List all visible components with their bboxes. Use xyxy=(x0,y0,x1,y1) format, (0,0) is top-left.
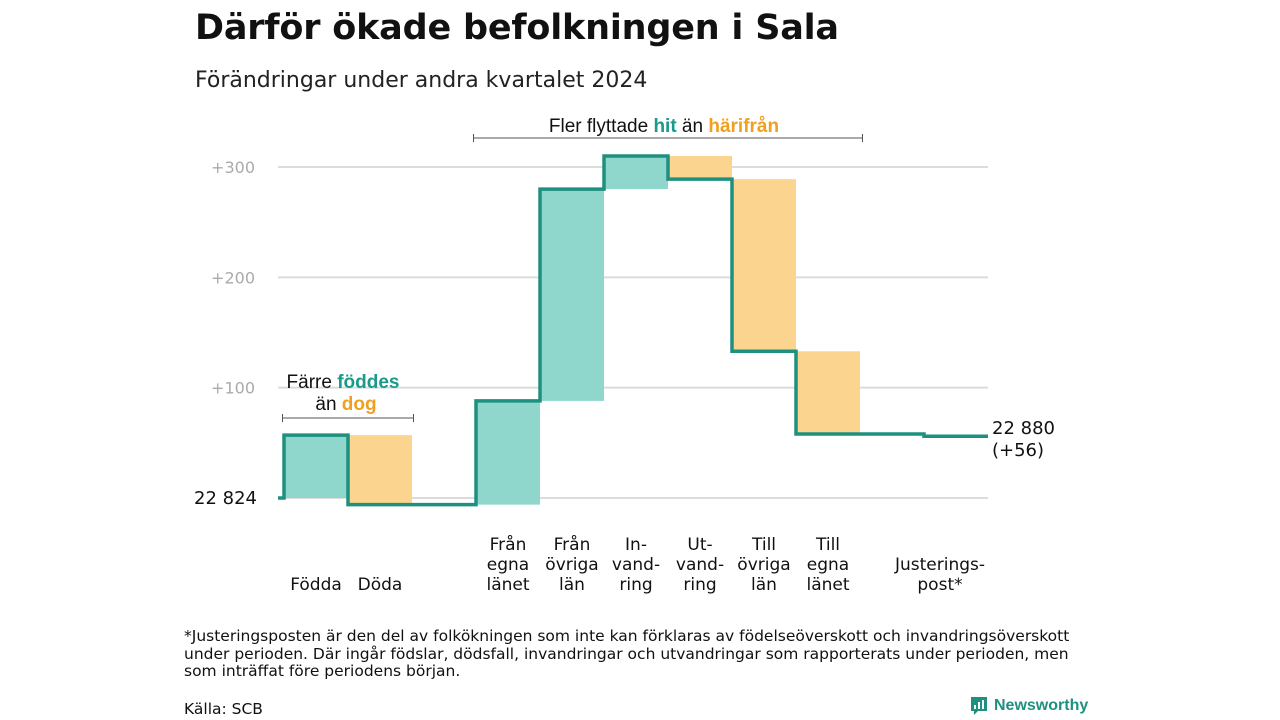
bar-tillegnalänet xyxy=(796,351,860,435)
category-label: Ut- xyxy=(687,535,712,555)
category-label: In- xyxy=(625,535,647,555)
migration-annotation: Fler flyttade hit än härifrån xyxy=(549,116,779,137)
category-label: ring xyxy=(619,575,652,595)
end-change-label: (+56) xyxy=(992,440,1044,461)
bar-döda xyxy=(348,435,412,505)
category-label: Födda xyxy=(290,575,342,595)
end-value-label: 22 880 xyxy=(992,418,1055,439)
category-label: vand- xyxy=(612,555,660,575)
brand-name: Newsworthy xyxy=(994,697,1089,714)
newsworthy-logo-icon xyxy=(971,697,987,715)
category-label: vand- xyxy=(676,555,724,575)
category-label: Från xyxy=(490,534,527,555)
category-label: Döda xyxy=(358,575,403,595)
category-label: länet xyxy=(806,575,849,595)
y-tick-label: +100 xyxy=(211,379,255,398)
bar-tillövrigalän xyxy=(732,179,796,352)
category-label: egna xyxy=(807,555,849,575)
bar-födda xyxy=(284,435,348,498)
category-label: övriga xyxy=(737,555,790,575)
category-label: post* xyxy=(917,575,962,595)
chart-subtitle: Förändringar under andra kvartalet 2024 xyxy=(195,68,648,93)
category-label: län xyxy=(559,575,585,595)
births-annotation-line2: än dog xyxy=(315,394,376,415)
start-value-label: 22 824 xyxy=(194,488,257,509)
cumulative-step-line xyxy=(278,154,988,507)
category-label: egna xyxy=(487,555,529,575)
category-label: Från xyxy=(554,534,591,555)
category-label: län xyxy=(751,575,777,595)
category-label: Justerings- xyxy=(894,555,985,575)
bar-utvandring xyxy=(668,155,732,180)
bar-invandring xyxy=(604,155,668,190)
source-label: Källa: SCB xyxy=(184,700,263,718)
category-label: ring xyxy=(683,575,716,595)
footnote: *Justeringsposten är den del av folkökni… xyxy=(184,627,1070,680)
y-tick-label: +300 xyxy=(211,158,255,177)
category-label: övriga xyxy=(545,555,598,575)
bars-layer xyxy=(284,155,860,505)
bar-frånegnalänet xyxy=(476,400,540,505)
category-label: länet xyxy=(486,575,529,595)
line-layer xyxy=(278,154,988,507)
y-tick-label: +200 xyxy=(211,268,255,287)
bar-frånövrigalän xyxy=(540,189,604,401)
births-annotation-line1: Färre föddes xyxy=(287,372,400,393)
chart-title: Därför ökade befolkningen i Sala xyxy=(195,8,839,48)
brand-logo: Newsworthy xyxy=(970,696,1088,716)
waterfall-chart: +100 +200 +300 22 824 22 880(+56) Födda Döda F… xyxy=(194,116,1055,595)
category-label: Till xyxy=(751,535,776,555)
category-label: Till xyxy=(815,535,840,555)
